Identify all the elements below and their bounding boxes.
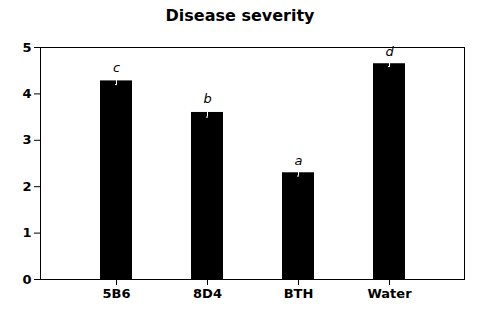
html-text:Disease severity: Disease severity [165,6,315,25]
svg-text:0: 0 [22,272,31,287]
svg-text:Water: Water [367,286,412,301]
svg-text:5B6: 5B6 [103,286,131,301]
svg-text:5: 5 [22,40,31,55]
svg-text:d: d [385,44,394,59]
svg-text:3: 3 [22,132,31,147]
svg-text:1: 1 [22,225,31,240]
svg-text:8D4: 8D4 [193,286,222,301]
svg-text:b: b [203,91,211,106]
svg-text:2: 2 [22,179,31,194]
svg-text:a: a [295,153,303,168]
svg-text:4: 4 [22,86,31,101]
svg-text:c: c [113,60,120,75]
svg-text:BTH: BTH [284,286,314,301]
